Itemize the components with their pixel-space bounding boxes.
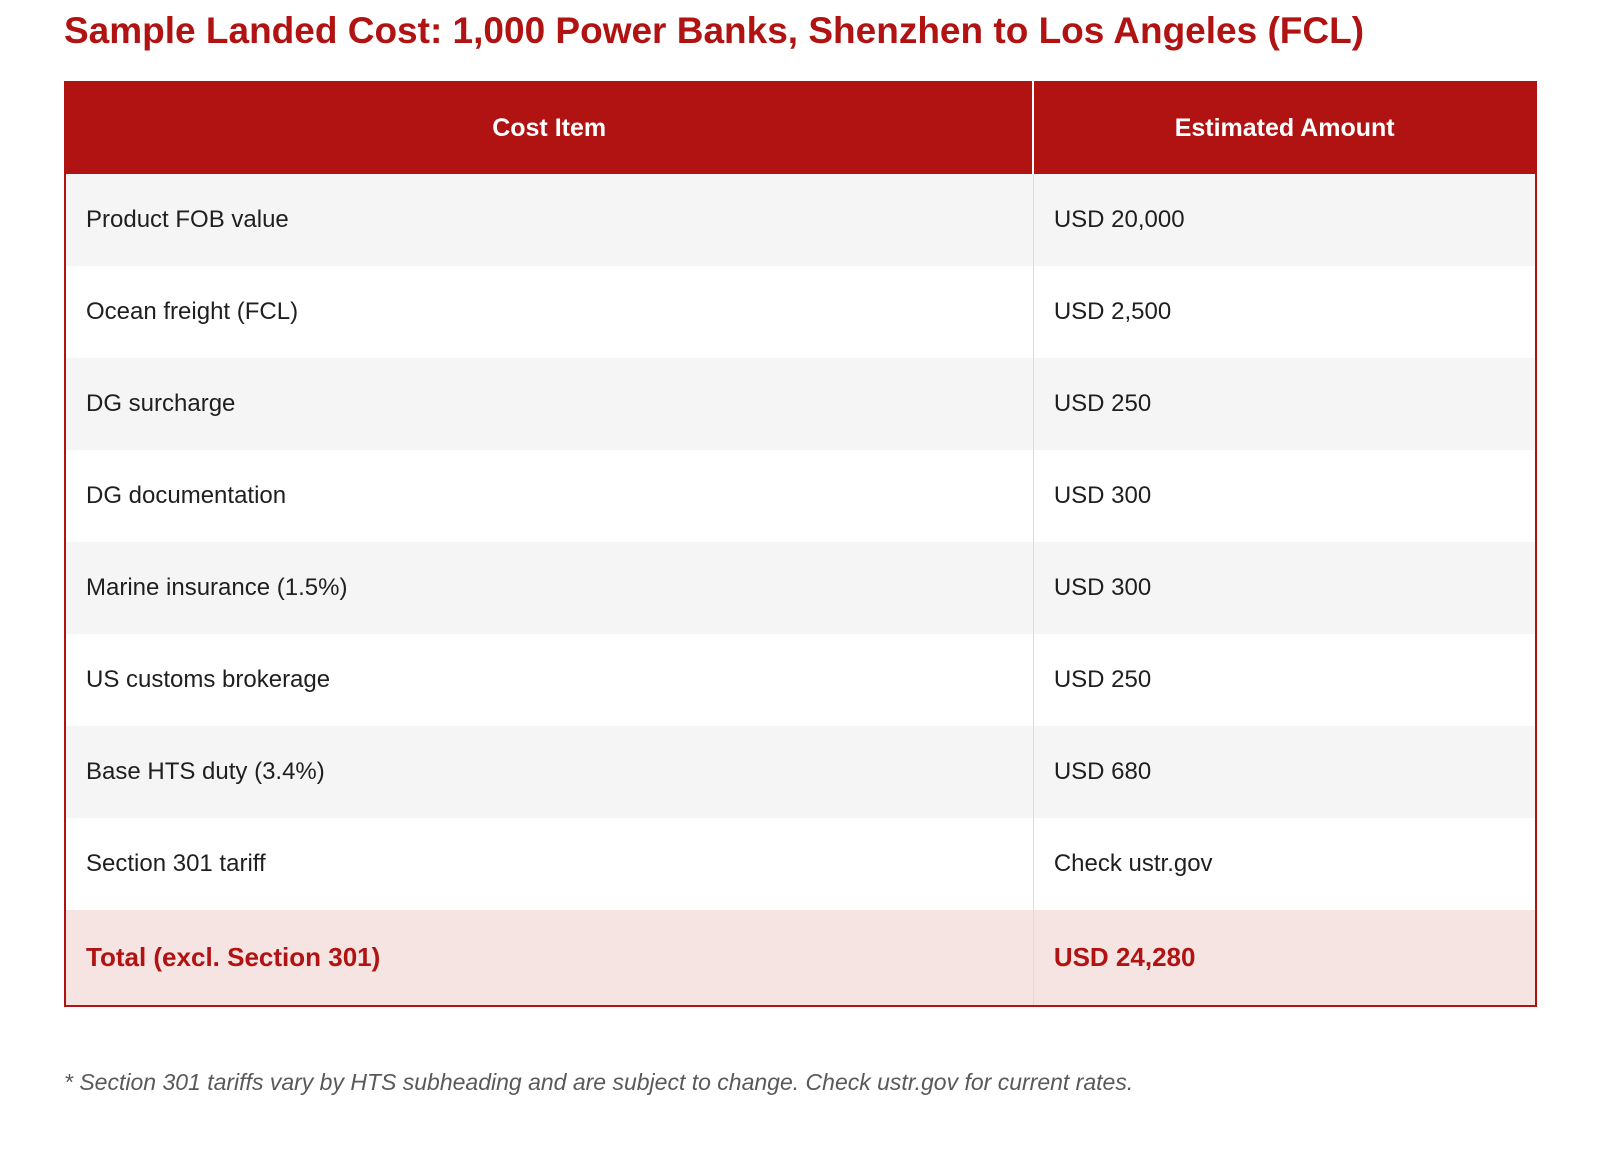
table-row: Ocean freight (FCL) USD 2,500 (65, 265, 1536, 358)
header-cost-item: Cost Item (65, 81, 1035, 174)
footnote: * Section 301 tariffs vary by HTS subhea… (64, 1068, 1134, 1095)
amount-cell: USD 2,500 (1033, 265, 1536, 358)
table-row: DG surcharge USD 250 (65, 357, 1536, 450)
amount-cell: USD 680 (1033, 725, 1536, 818)
cost-item-cell: US customs brokerage (65, 633, 1034, 726)
cost-item-cell: Product FOB value (65, 173, 1034, 266)
table-row: Product FOB value USD 20,000 (65, 173, 1536, 266)
total-amount-cell: USD 24,280 (1033, 909, 1536, 1006)
total-label-cell: Total (excl. Section 301) (65, 909, 1034, 1006)
cost-item-cell: Marine insurance (1.5%) (65, 541, 1034, 634)
cost-item-cell: Section 301 tariff (65, 817, 1034, 910)
amount-cell: Check ustr.gov (1033, 817, 1536, 910)
page: Sample Landed Cost: 1,000 Power Banks, S… (64, 10, 1537, 1095)
amount-cell: USD 20,000 (1033, 173, 1536, 266)
amount-cell: USD 300 (1033, 449, 1536, 542)
amount-cell: USD 250 (1033, 357, 1536, 450)
table-header-row: Cost Item Estimated Amount (65, 81, 1536, 174)
cost-item-cell: Ocean freight (FCL) (65, 265, 1034, 358)
table-row: US customs brokerage USD 250 (65, 633, 1536, 726)
cost-item-cell: DG documentation (65, 449, 1034, 542)
header-estimated-amount: Estimated Amount (1033, 81, 1536, 174)
table-row: Base HTS duty (3.4%) USD 680 (65, 725, 1536, 818)
landed-cost-table: Cost Item Estimated Amount Product FOB v… (64, 80, 1537, 1007)
page-title: Sample Landed Cost: 1,000 Power Banks, S… (64, 10, 1365, 51)
table-row: Section 301 tariff Check ustr.gov (65, 817, 1536, 910)
cost-item-cell: Base HTS duty (3.4%) (65, 725, 1034, 818)
amount-cell: USD 250 (1033, 633, 1536, 726)
cost-item-cell: DG surcharge (65, 357, 1034, 450)
table-row: DG documentation USD 300 (65, 449, 1536, 542)
table-row: Marine insurance (1.5%) USD 300 (65, 541, 1536, 634)
amount-cell: USD 300 (1033, 541, 1536, 634)
total-row: Total (excl. Section 301) USD 24,280 (65, 909, 1536, 1006)
